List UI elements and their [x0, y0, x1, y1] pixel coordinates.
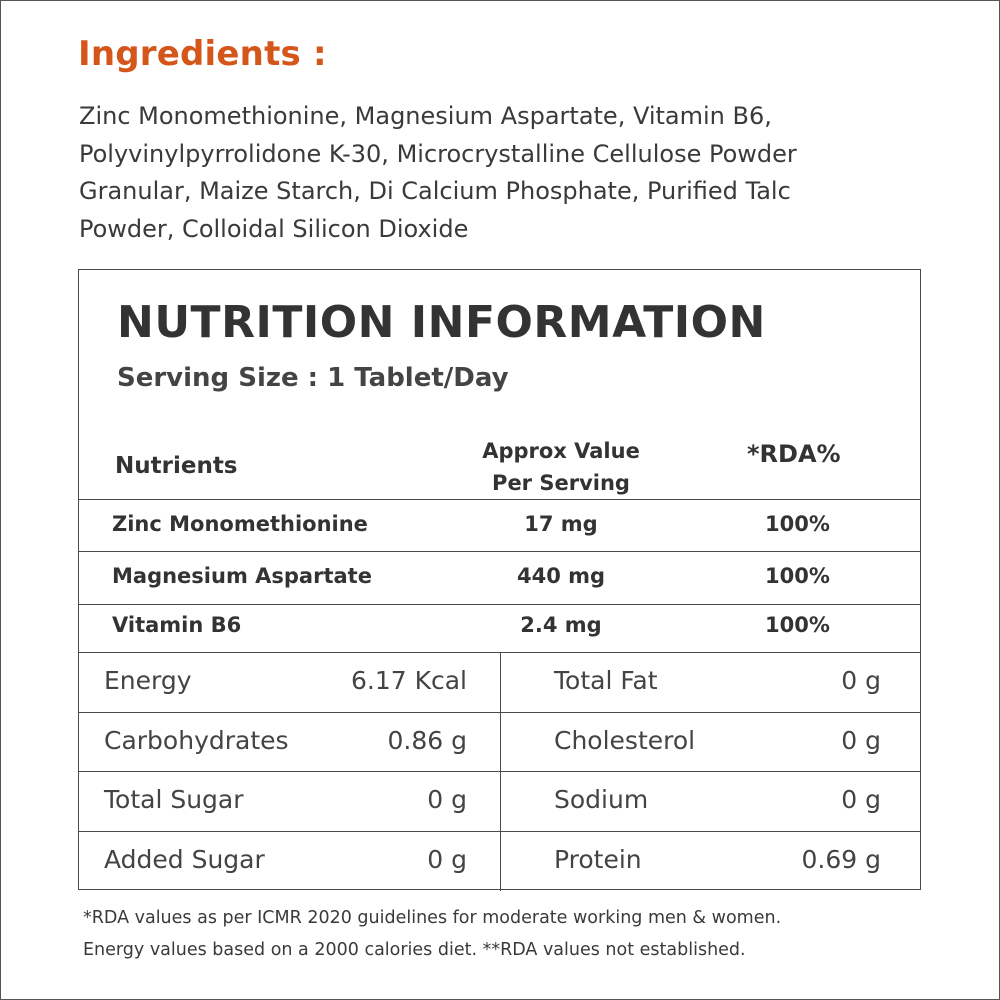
ingredients-line: Powder, Colloidal Silicon Dioxide	[79, 214, 469, 243]
ingredients-line: Polyvinylpyrrolidone K-30, Microcrystall…	[79, 139, 797, 168]
nutrient-value: 440 mg	[516, 564, 606, 588]
footnote-line: *RDA values as per ICMR 2020 guidelines …	[83, 908, 782, 928]
nutrient-label: Sodium	[554, 785, 649, 814]
divider	[79, 551, 920, 552]
nutrient-rda: 100%	[765, 512, 830, 536]
nutrient-label: Total Fat	[554, 666, 658, 695]
footnote-line: Energy values based on a 2000 calories d…	[83, 940, 746, 960]
footnote: *RDA values as per ICMR 2020 guidelines …	[83, 902, 943, 966]
ingredients-line: Granular, Maize Starch, Di Calcium Phosp…	[79, 177, 791, 205]
table-row: Carbohydrates 0.86 g Cholesterol 0 g	[79, 712, 920, 772]
nutrient-name: Vitamin B6	[112, 613, 242, 637]
nutrient-value: 0.69 g	[801, 845, 881, 874]
divider	[79, 771, 920, 772]
nutrient-value: 0 g	[427, 785, 467, 814]
nutrient-label: Cholesterol	[554, 726, 696, 755]
nutrient-label: Energy	[104, 666, 192, 695]
divider	[79, 652, 920, 653]
nutrient-value: 0 g	[841, 726, 881, 755]
table-row: Vitamin B6 2.4 mg 100%	[79, 601, 920, 653]
divider	[79, 712, 920, 713]
nutrient-label: Total Sugar	[104, 785, 244, 814]
nutrient-label: Added Sugar	[104, 845, 265, 874]
nutrient-value: 0 g	[427, 845, 467, 874]
table-row: Added Sugar 0 g Protein 0.69 g	[79, 831, 920, 891]
nutrient-rda: 100%	[765, 613, 830, 637]
nutrient-value: 0 g	[841, 785, 881, 814]
ingredients-line: Zinc Monomethionine, Magnesium Aspartate…	[79, 102, 772, 130]
ingredients-title: Ingredients :	[78, 34, 327, 74]
divider	[79, 604, 920, 605]
nutrient-value: 17 mg	[524, 512, 598, 536]
nutrient-name: Zinc Monomethionine	[112, 512, 368, 536]
nutrition-title: NUTRITION INFORMATION	[117, 297, 766, 348]
table-row: Zinc Monomethionine 17 mg 100%	[79, 500, 920, 552]
table-row: Magnesium Aspartate 440 mg 100%	[79, 552, 920, 604]
header-rda: *RDA%	[747, 440, 841, 468]
header-nutrients: Nutrients	[115, 453, 238, 479]
header-approx-line: Approx Value	[482, 439, 640, 463]
nutrient-value: 6.17 Kcal	[350, 666, 467, 695]
nutrient-rda: 100%	[765, 564, 830, 588]
nutrition-panel: NUTRITION INFORMATION Serving Size : 1 T…	[78, 269, 921, 891]
nutrient-value: 0 g	[841, 666, 881, 695]
divider	[79, 831, 920, 832]
header-approx-value: Approx Value Per Serving	[451, 435, 671, 499]
serving-size: Serving Size : 1 Tablet/Day	[117, 363, 509, 393]
table-row: Total Sugar 0 g Sodium 0 g	[79, 771, 920, 831]
nutrient-label: Carbohydrates	[104, 726, 289, 755]
nutrient-value: 0.86 g	[387, 726, 467, 755]
nutrient-label: Protein	[554, 845, 642, 874]
header-approx-line: Per Serving	[492, 471, 630, 495]
ingredients-list: Zinc Monomethionine, Magnesium Aspartate…	[79, 98, 939, 248]
divider	[79, 499, 920, 500]
nutrient-name: Magnesium Aspartate	[112, 564, 372, 588]
nutrient-value: 2.4 mg	[520, 613, 602, 637]
table-row: Energy 6.17 Kcal Total Fat 0 g	[79, 652, 920, 712]
